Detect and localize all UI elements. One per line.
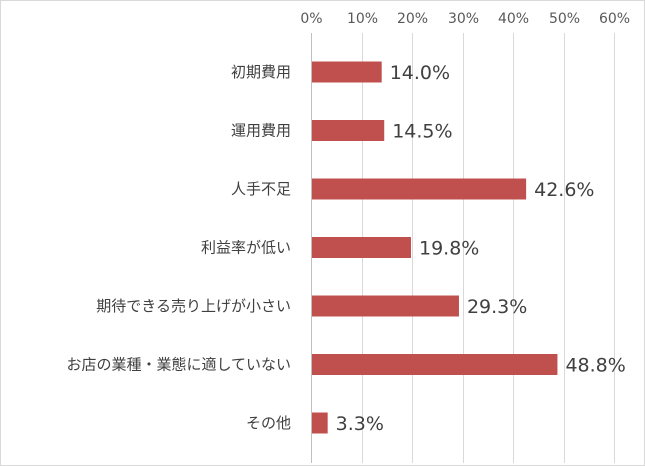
bar [312, 412, 328, 434]
bar [312, 178, 527, 200]
data-label: 42.6% [534, 179, 594, 201]
data-label: 29.3% [467, 296, 527, 318]
x-tick-label: 10% [347, 11, 378, 27]
bar [312, 237, 411, 258]
gridlines [311, 33, 615, 463]
data-label: 48.8% [565, 355, 625, 377]
x-tick-label: 40% [498, 11, 529, 27]
category-label: 利益率が低い [201, 239, 291, 257]
bar [312, 61, 382, 83]
data-label: 3.3% [336, 413, 384, 435]
category-label: 人手不足 [231, 180, 291, 198]
x-tick-label: 20% [397, 11, 428, 27]
bar [312, 295, 459, 317]
data-label: 14.5% [392, 121, 452, 143]
category-labels: 初期費用運用費用人手不足利益率が低い期待できる売り上げが小さいお店の業種・業態に… [66, 63, 291, 432]
data-labels: 14.0% 14.5% 42.6% 19.8% 29.3% 48.8% 3.3% [336, 62, 626, 435]
category-label: その他 [246, 414, 291, 432]
x-tick-label: 30% [448, 11, 479, 27]
bar [312, 120, 385, 141]
bar [312, 354, 558, 375]
x-tick-label: 60% [599, 11, 630, 27]
category-label: お店の業種・業態に適していない [66, 356, 291, 374]
category-label: 運用費用 [231, 122, 291, 140]
data-label: 19.8% [419, 238, 479, 260]
data-label: 14.0% [390, 62, 450, 84]
x-tick-label: 0% [300, 11, 322, 27]
x-tick-label: 50% [549, 11, 580, 27]
category-label: 初期費用 [231, 63, 291, 81]
category-label: 期待できる売り上げが小さい [96, 297, 291, 315]
x-axis-ticks: 0% 10% 20% 30% 40% 50% 60% [300, 11, 630, 27]
bars [312, 61, 558, 434]
